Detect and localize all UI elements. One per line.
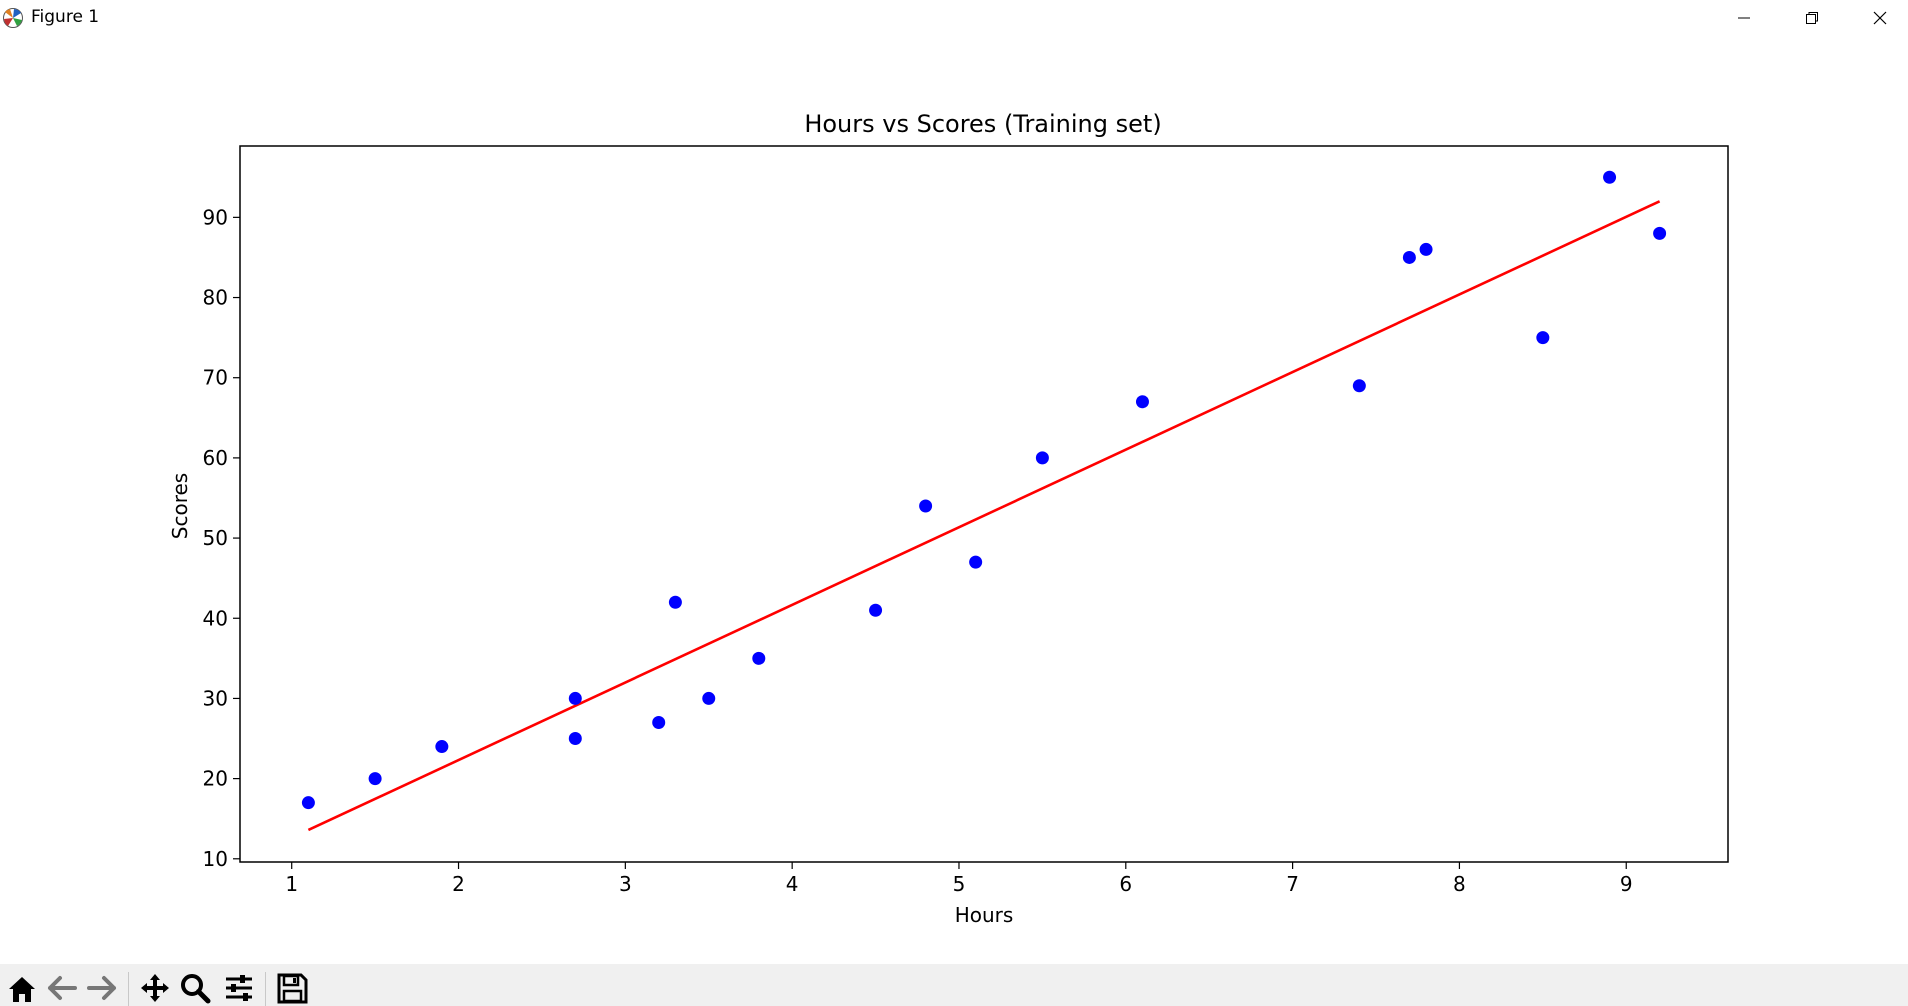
configure-subplots-button[interactable] <box>221 972 257 1006</box>
y-tick-label: 40 <box>203 606 228 630</box>
save-icon <box>277 973 308 1004</box>
window-title: Figure 1 <box>31 7 100 27</box>
x-tick-label: 5 <box>953 872 966 896</box>
x-tick-label: 7 <box>1286 872 1299 896</box>
y-tick-label: 50 <box>203 526 228 550</box>
data-point <box>752 651 766 665</box>
data-point <box>1352 379 1366 393</box>
data-point <box>568 732 582 746</box>
data-point <box>1135 395 1149 409</box>
data-point <box>1419 242 1433 256</box>
zoom-button[interactable] <box>177 972 213 1006</box>
data-point <box>1603 170 1617 184</box>
matplotlib-icon <box>3 8 23 28</box>
close-button[interactable] <box>1852 0 1908 36</box>
data-point <box>969 555 983 569</box>
forward-icon <box>87 976 116 1000</box>
toolbar-separator <box>128 972 129 1006</box>
restore-icon <box>1806 12 1818 24</box>
minimize-button[interactable] <box>1716 0 1772 36</box>
configure-subplots-icon <box>226 975 252 1001</box>
zoom-icon <box>181 974 211 1004</box>
forward-button[interactable] <box>84 972 120 1006</box>
data-point <box>869 603 883 617</box>
toolbar-separator <box>265 972 266 1006</box>
x-tick-label: 4 <box>786 872 799 896</box>
restore-button[interactable] <box>1784 0 1840 36</box>
x-tick-label: 2 <box>452 872 465 896</box>
y-axis: 10 20 30 40 50 60 70 80 90 <box>203 205 240 871</box>
y-tick-label: 10 <box>203 847 228 871</box>
home-button[interactable] <box>4 972 40 1006</box>
data-point <box>652 715 666 729</box>
pan-icon <box>141 974 169 1002</box>
y-tick-label: 60 <box>203 446 228 470</box>
back-icon <box>48 976 77 1000</box>
x-tick-label: 1 <box>285 872 298 896</box>
y-axis-label: Scores <box>168 473 192 539</box>
data-point <box>1402 250 1416 264</box>
chart-title: Hours vs Scores (Training set) <box>804 110 1161 138</box>
data-point <box>1653 226 1667 240</box>
y-tick-label: 20 <box>203 767 228 791</box>
y-tick-label: 30 <box>203 686 228 710</box>
x-axis: 1 2 3 4 5 6 7 8 9 <box>285 862 1633 896</box>
x-tick-label: 6 <box>1119 872 1132 896</box>
plot-area[interactable] <box>239 145 1729 863</box>
data-point <box>919 499 933 513</box>
window-titlebar: Figure 1 <box>0 0 1908 36</box>
y-tick-label: 70 <box>203 366 228 390</box>
data-point <box>1536 331 1550 345</box>
navigation-toolbar <box>0 964 1908 1006</box>
data-point <box>1035 451 1049 465</box>
data-point <box>368 772 382 786</box>
x-tick-label: 9 <box>1620 872 1633 896</box>
regression-line <box>307 200 1661 832</box>
pan-button[interactable] <box>137 972 173 1006</box>
home-icon <box>9 977 35 1002</box>
close-icon <box>1873 11 1887 25</box>
x-axis-label: Hours <box>955 903 1014 927</box>
data-point <box>668 595 682 609</box>
series-layer <box>301 170 1667 832</box>
data-point <box>435 740 449 754</box>
y-tick-label: 90 <box>203 205 228 229</box>
data-point <box>301 796 315 810</box>
x-tick-label: 3 <box>619 872 632 896</box>
y-tick-label: 80 <box>203 286 228 310</box>
x-tick-label: 8 <box>1453 872 1466 896</box>
back-button[interactable] <box>44 972 80 1006</box>
save-button[interactable] <box>274 972 310 1006</box>
minimize-icon <box>1738 17 1750 19</box>
figure-canvas[interactable]: Hours vs Scores (Training set) 1 2 3 4 5 6 7 8 9… <box>0 36 1908 964</box>
data-point <box>702 691 716 705</box>
data-point <box>568 691 582 705</box>
